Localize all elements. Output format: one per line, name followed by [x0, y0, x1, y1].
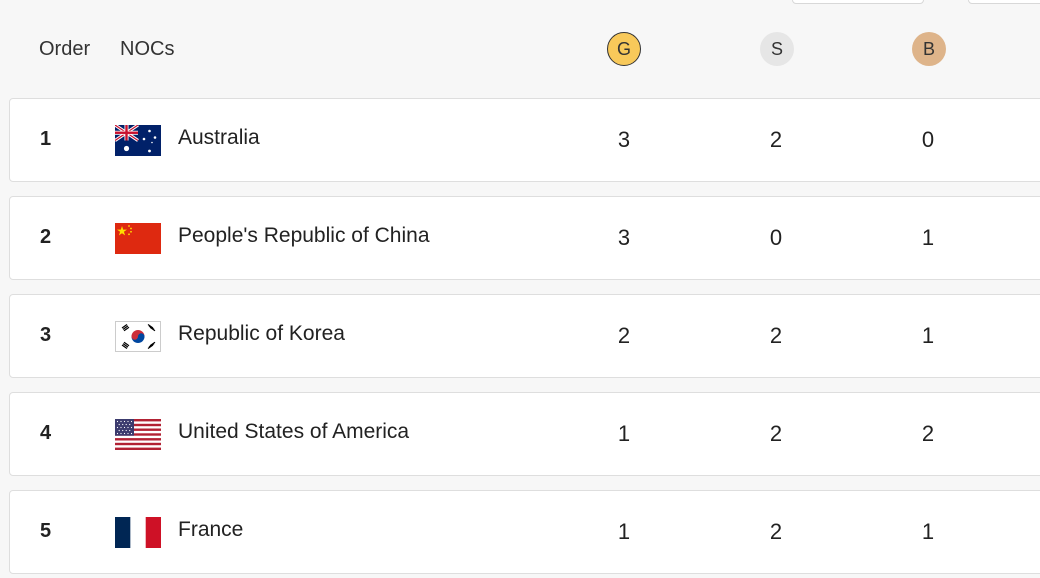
silver-count: 0 — [769, 225, 783, 250]
order-value: 4 — [40, 422, 52, 444]
nocs-column-header: NOCs — [120, 38, 175, 60]
gold-count: 2 — [617, 323, 631, 348]
top-button-right[interactable] — [968, 0, 1040, 4]
gold-count: 3 — [617, 127, 631, 152]
table-row[interactable]: 3 Republic of Korea 2 2 1 — [9, 294, 1040, 378]
top-button-left[interactable] — [792, 0, 924, 4]
order-value: 1 — [40, 128, 52, 150]
country-name[interactable]: Australia — [178, 126, 260, 149]
silver-medal-icon[interactable]: S — [760, 32, 794, 66]
bronze-count: 1 — [921, 323, 935, 348]
order-column-header: Order — [39, 38, 91, 60]
table-row[interactable]: 5 France 1 2 1 — [9, 490, 1040, 574]
table-row[interactable]: 2 People's Republic of China 3 0 1 — [9, 196, 1040, 280]
gold-count: 1 — [617, 519, 631, 544]
order-value: 3 — [40, 324, 52, 346]
gold-medal-icon[interactable]: G — [607, 32, 641, 66]
bronze-count: 2 — [921, 421, 935, 446]
silver-count: 2 — [769, 421, 783, 446]
country-name[interactable]: United States of America — [178, 420, 410, 443]
bronze-count: 0 — [921, 127, 935, 152]
country-name[interactable]: France — [178, 518, 244, 541]
france-flag-icon — [115, 517, 161, 548]
table-row[interactable]: 1 Australia 3 2 0 — [9, 98, 1040, 182]
country-name[interactable]: People's Republic of China — [178, 224, 430, 247]
australia-flag-icon — [115, 125, 161, 156]
gold-count: 3 — [617, 225, 631, 250]
korea-flag-icon — [115, 321, 161, 352]
country-name[interactable]: Republic of Korea — [178, 322, 345, 345]
gold-count: 1 — [617, 421, 631, 446]
bronze-medal-icon[interactable]: B — [912, 32, 946, 66]
bronze-count: 1 — [921, 519, 935, 544]
silver-count: 2 — [769, 323, 783, 348]
order-value: 5 — [40, 520, 52, 542]
silver-count: 2 — [769, 127, 783, 152]
table-row[interactable]: 4 United States of America 1 — [9, 392, 1040, 476]
table-header: Order NOCs G S B — [0, 28, 1040, 72]
bronze-count: 1 — [921, 225, 935, 250]
order-value: 2 — [40, 226, 52, 248]
china-flag-icon — [115, 223, 161, 254]
silver-count: 2 — [769, 519, 783, 544]
usa-flag-icon — [115, 419, 161, 450]
